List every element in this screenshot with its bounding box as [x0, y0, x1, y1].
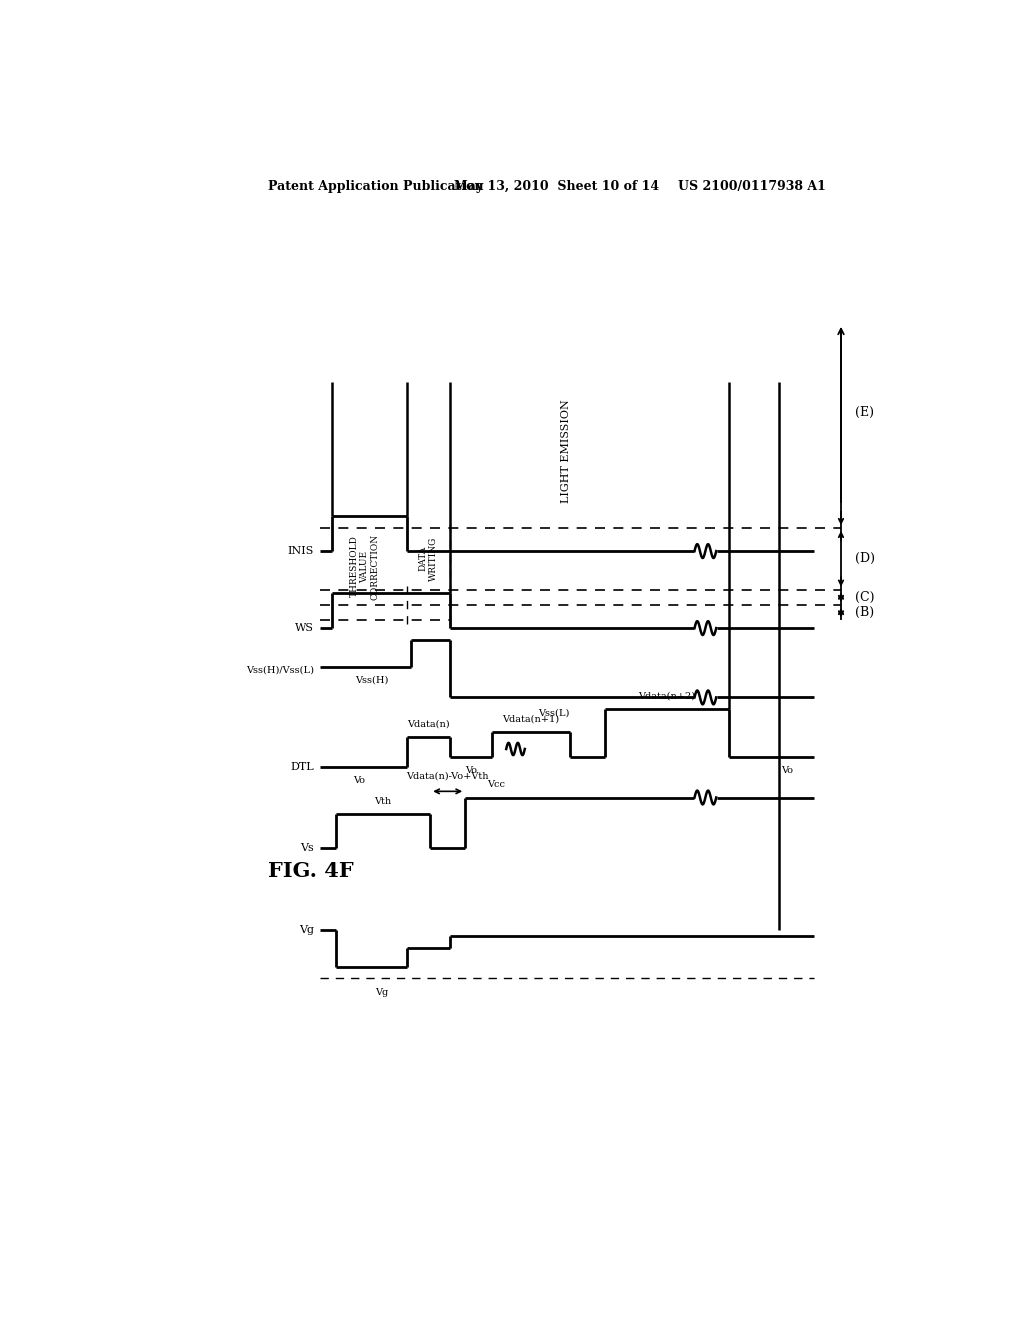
Text: LIGHT EMISSION: LIGHT EMISSION — [561, 399, 570, 503]
Text: US 2100/0117938 A1: US 2100/0117938 A1 — [678, 181, 826, 194]
Text: Patent Application Publication: Patent Application Publication — [267, 181, 483, 194]
Text: (E): (E) — [855, 407, 873, 418]
Text: INIS: INIS — [288, 546, 314, 556]
Text: Vth: Vth — [375, 797, 391, 805]
Text: Vdata(n): Vdata(n) — [407, 719, 450, 729]
Text: Vdata(n)-Vo+Vth: Vdata(n)-Vo+Vth — [407, 771, 488, 780]
Text: (B): (B) — [855, 606, 874, 619]
Text: Vdata(n+1): Vdata(n+1) — [503, 714, 559, 723]
Text: WS: WS — [295, 623, 314, 634]
Text: Vdata(n+2): Vdata(n+2) — [638, 692, 695, 701]
Text: May 13, 2010  Sheet 10 of 14: May 13, 2010 Sheet 10 of 14 — [454, 181, 658, 194]
Text: Vcc: Vcc — [487, 780, 505, 789]
Text: Vs: Vs — [300, 842, 314, 853]
Text: FIG. 4F: FIG. 4F — [267, 861, 353, 880]
Text: Vss(H)/Vss(L): Vss(H)/Vss(L) — [246, 667, 314, 675]
Text: (D): (D) — [855, 552, 874, 565]
Text: DTL: DTL — [291, 762, 314, 772]
Text: Vss(H): Vss(H) — [354, 676, 388, 685]
Text: Vss(L): Vss(L) — [539, 709, 570, 717]
Text: Vg: Vg — [376, 987, 389, 997]
Text: Vg: Vg — [299, 925, 314, 935]
Text: Vo: Vo — [780, 766, 793, 775]
Text: THRESHOLD
VALUE
CORRECTION: THRESHOLD VALUE CORRECTION — [349, 533, 379, 599]
Text: Vo: Vo — [465, 766, 477, 775]
Text: (C): (C) — [855, 591, 874, 603]
Text: DATA
WRITING: DATA WRITING — [418, 537, 437, 581]
Text: Vo: Vo — [353, 776, 365, 785]
